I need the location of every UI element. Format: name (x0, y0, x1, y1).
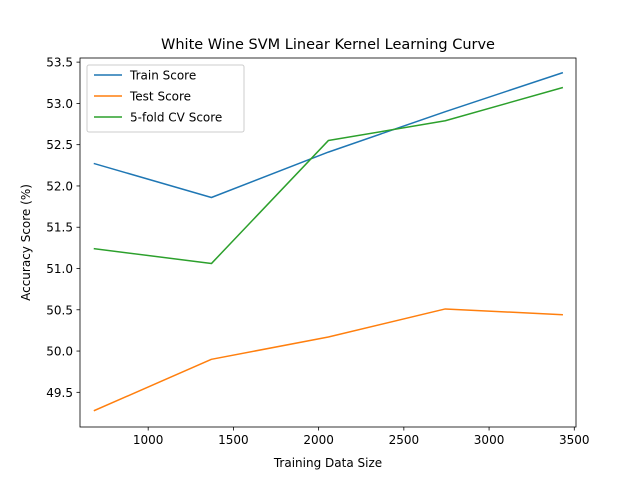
legend-box (86, 64, 245, 133)
chart-title: White Wine SVM Linear Kernel Learning Cu… (161, 37, 495, 53)
y-tick-label: 50.5 (46, 303, 73, 317)
y-tick-label: 51.0 (46, 262, 73, 276)
legend-label: Test Score (129, 90, 191, 104)
x-tick-label: 1000 (133, 433, 164, 447)
x-tick-label: 3000 (474, 433, 505, 447)
y-tick-label: 53.0 (46, 97, 73, 111)
x-tick-label: 1500 (218, 433, 249, 447)
legend-label: Train Score (129, 69, 196, 83)
x-tick-label: 2500 (389, 433, 420, 447)
legend-label: 5-fold CV Score (130, 111, 222, 125)
y-tick-label: 49.5 (46, 386, 73, 400)
y-tick-label: 51.5 (46, 221, 73, 235)
x-axis-ticks: 1000 1500 2000 2500 3000 3500 (133, 427, 590, 447)
x-axis-label: Training Data Size (273, 456, 382, 470)
plot-lines (93, 71, 564, 412)
y-tick-label: 52.5 (46, 138, 73, 152)
plot-frame (79, 57, 577, 428)
y-tick-label: 53.5 (46, 56, 73, 70)
x-tick-label: 2000 (303, 433, 334, 447)
y-tick-label: 50.0 (46, 345, 73, 359)
y-axis-ticks: 49.5 50.0 50.5 51.0 51.5 52.0 52.5 53.0 53.5 (46, 56, 80, 400)
y-tick-label: 52.0 (46, 179, 73, 193)
x-tick-label: 3500 (559, 433, 590, 447)
y-axis-label: Accuracy Score (%) (19, 184, 33, 301)
legend: Train Score Test Score 5-fold CV Score (86, 64, 245, 133)
